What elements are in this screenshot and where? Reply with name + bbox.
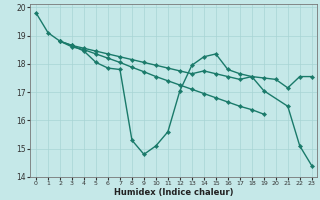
X-axis label: Humidex (Indice chaleur): Humidex (Indice chaleur)	[114, 188, 233, 197]
